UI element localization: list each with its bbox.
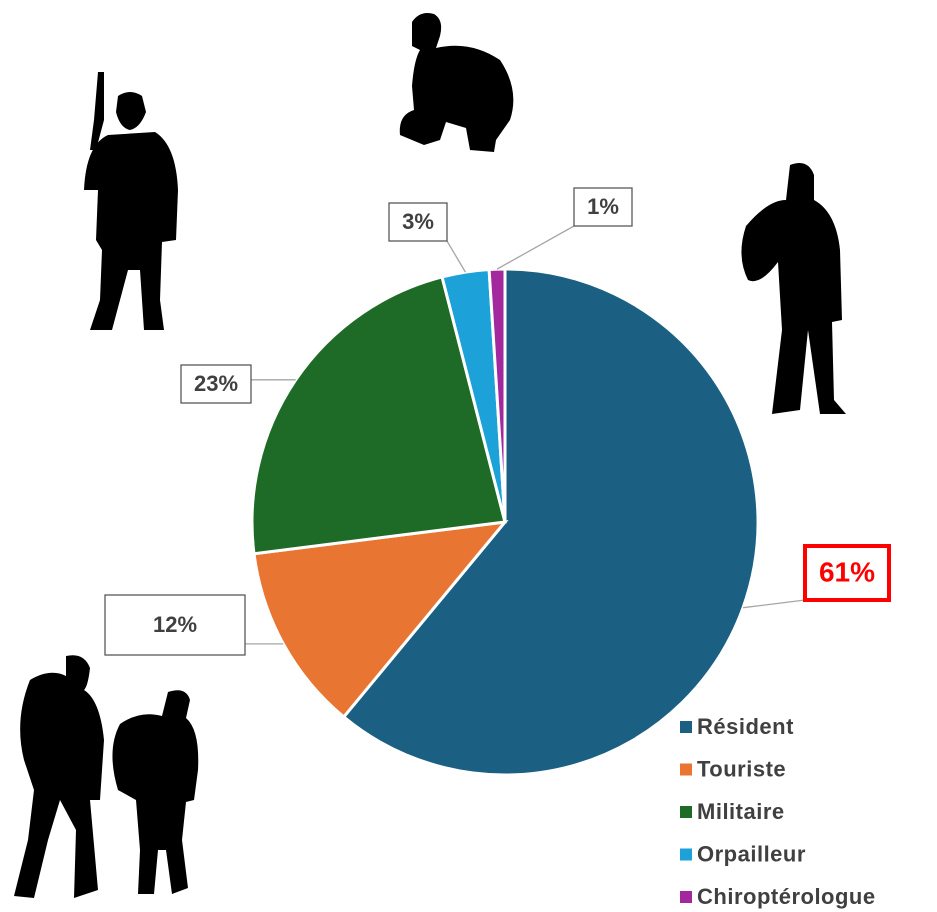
silhouette-crouching (399, 13, 514, 152)
legend-swatch (680, 891, 692, 903)
silhouettes (14, 13, 846, 898)
legend-label: Chiroptérologue (697, 884, 876, 909)
legend-swatch (680, 848, 692, 861)
data-label: 61% (819, 556, 875, 587)
data-label-box (573, 187, 633, 227)
data-label-box (388, 202, 448, 242)
legend-label: Touriste (697, 756, 786, 781)
silhouette-hikers (14, 655, 199, 898)
pie-slice (252, 520, 509, 720)
data-label-box (803, 544, 891, 602)
leader-line (446, 240, 466, 273)
leader-line (742, 599, 806, 609)
pie (250, 267, 760, 777)
data-label-box (180, 364, 252, 404)
data-label: 1% (587, 194, 619, 219)
silhouette-soldier (84, 72, 178, 330)
data-label: 23% (194, 371, 238, 396)
legend-label: Militaire (697, 799, 785, 824)
leader-line (496, 225, 575, 270)
legend-swatch (680, 763, 692, 776)
legend-swatch (680, 806, 692, 818)
silhouette-standing (741, 162, 846, 414)
data-label: 12% (153, 612, 197, 637)
legend-label: Orpailleur (697, 841, 806, 866)
data-label: 3% (402, 209, 434, 234)
data-label-box (104, 594, 246, 656)
data-labels: 61% 12% 23% 3% 1% (104, 187, 891, 656)
legend-label: Résident (697, 714, 794, 739)
legend-swatch (680, 721, 692, 733)
legend: Résident Touriste Militaire Orpailleur Chiro… (680, 714, 876, 909)
